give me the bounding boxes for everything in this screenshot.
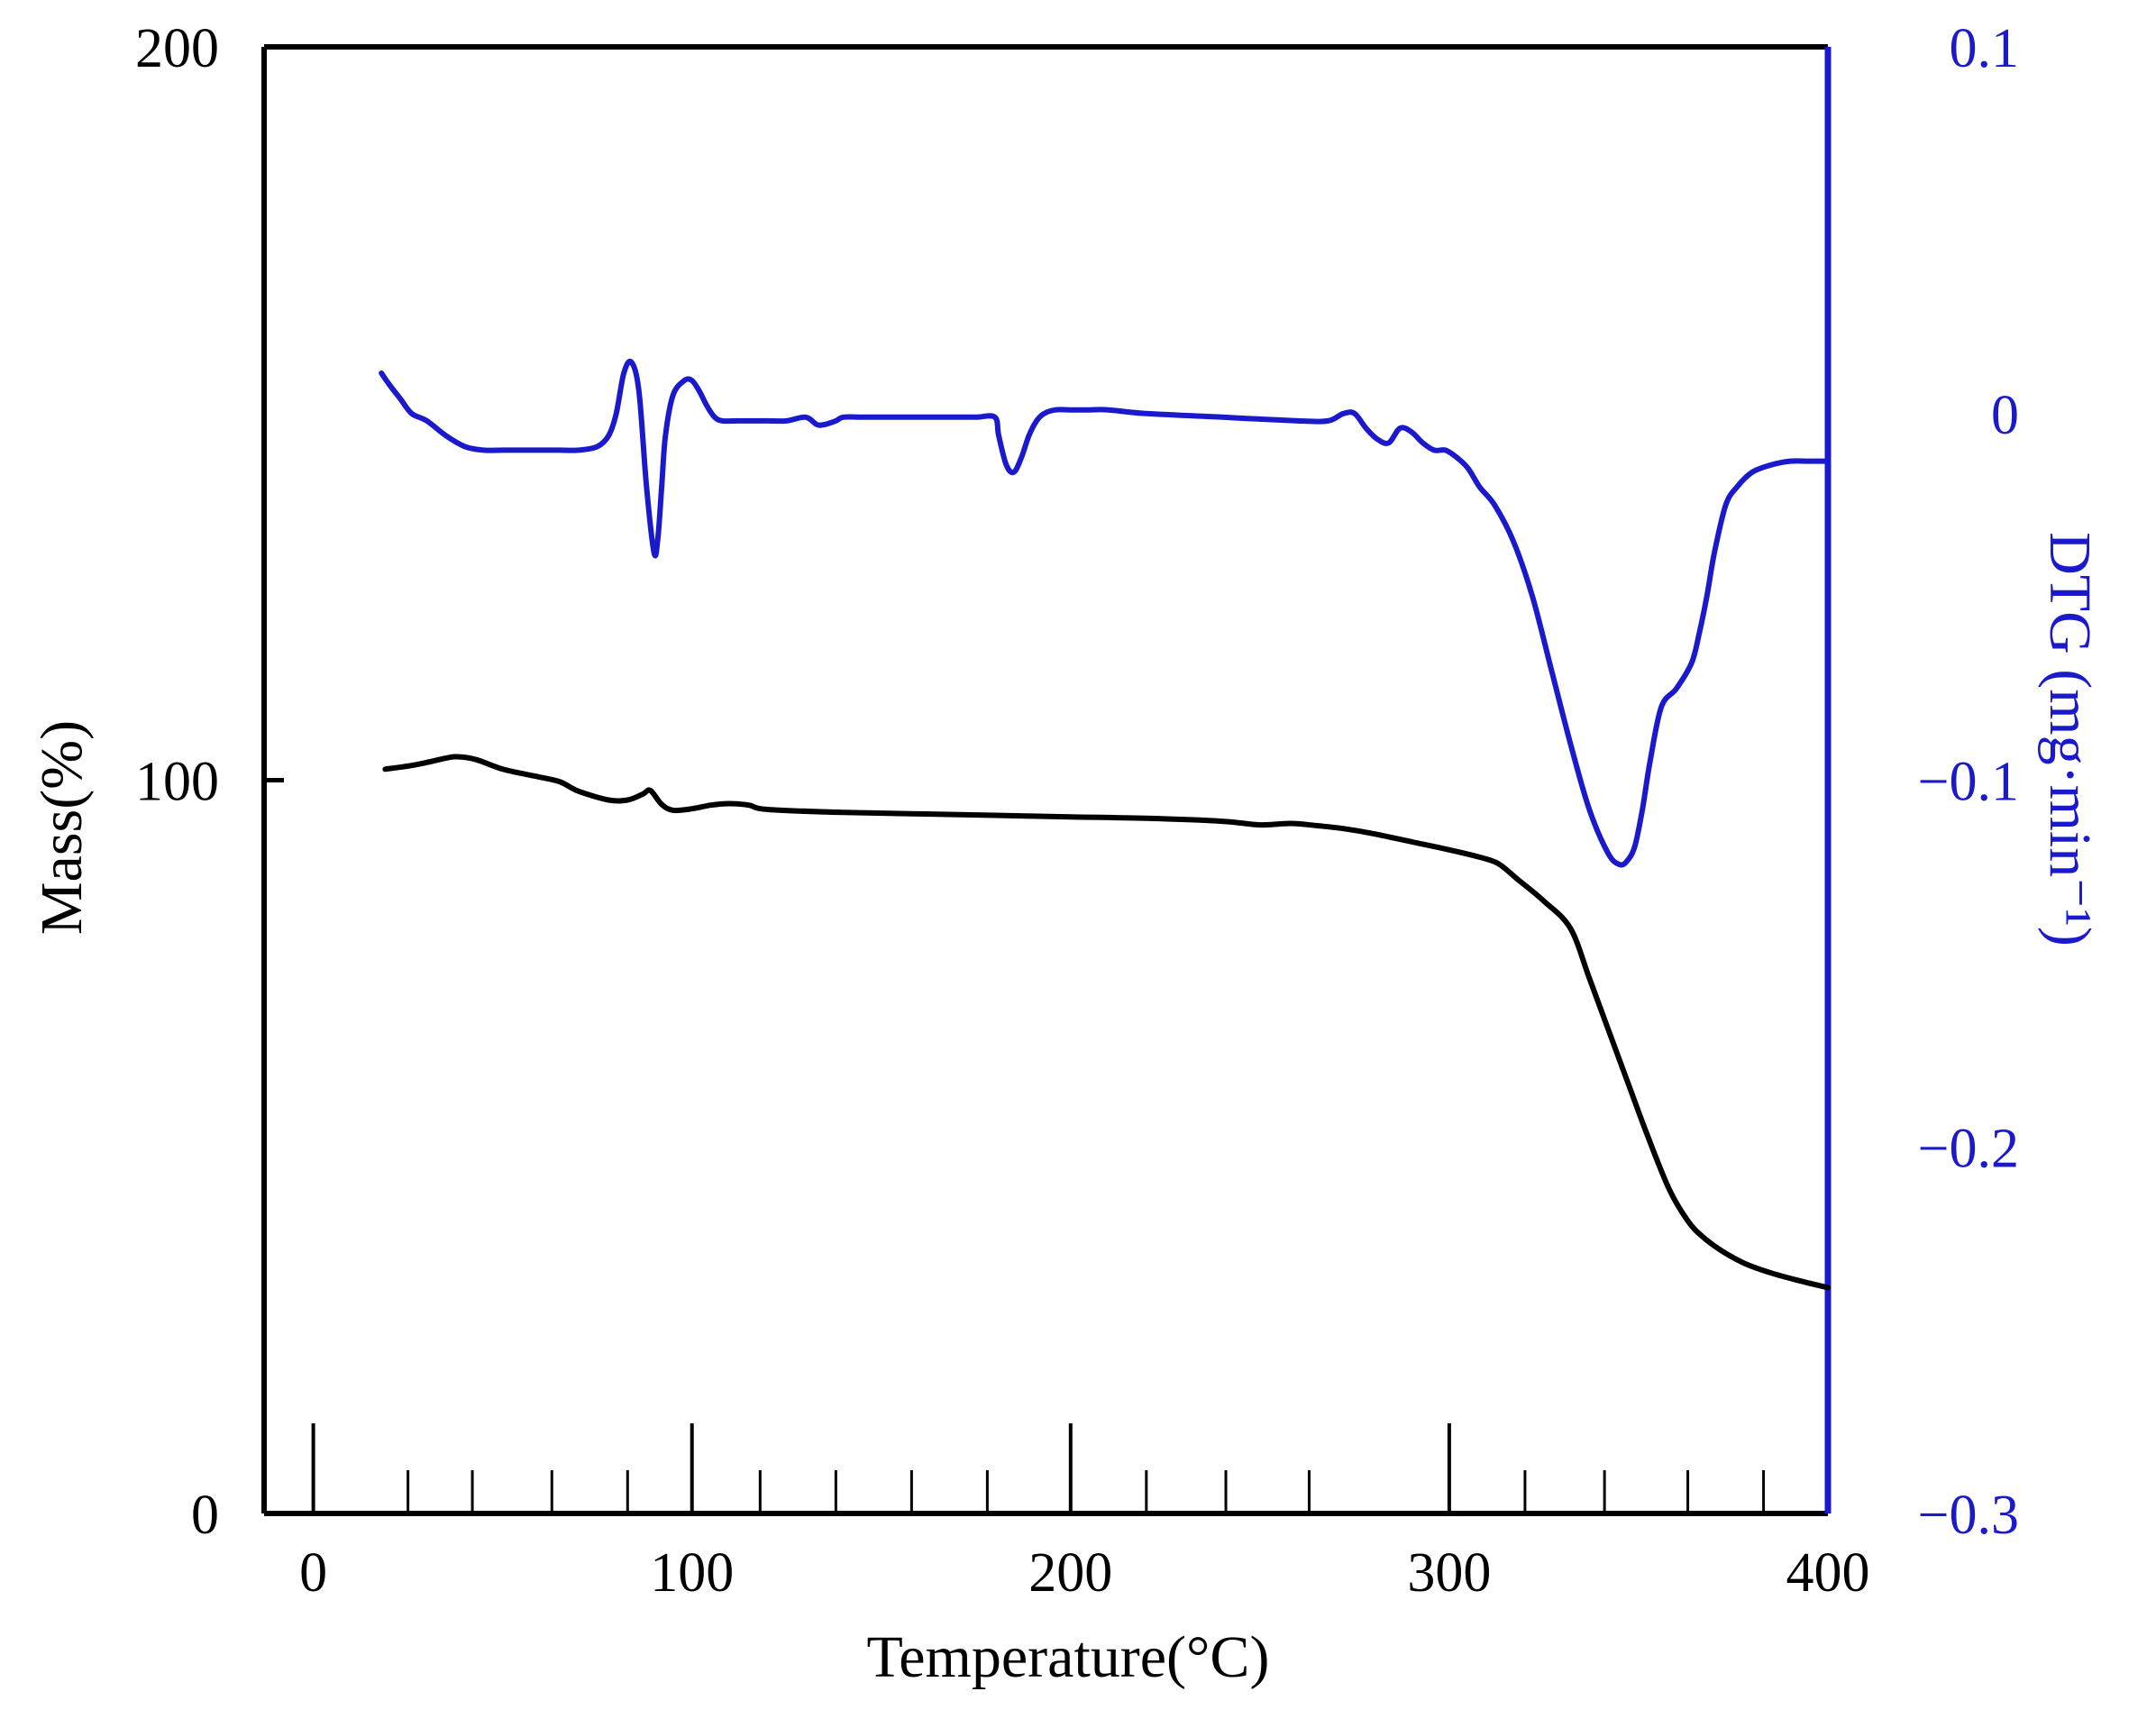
left-y-tick-label: 0 [191,1485,219,1546]
x-tick-label: 100 [650,1542,734,1604]
x-axis-title: Temperature(°C) [867,1624,1270,1690]
right-y-tick-label: 0.1 [1950,18,2020,79]
x-tick-label: 300 [1407,1542,1491,1604]
right-y-tick-label: −0.1 [1918,752,2019,813]
x-tick-label: 200 [1028,1542,1112,1604]
x-axis-ticks: 0 100 200 300 400 [299,1423,1870,1604]
right-y-tick-label: 0 [1991,385,2019,446]
left-axis-title: Mass(%) [29,720,95,935]
right-y-tick-label: −0.3 [1918,1485,2019,1546]
x-tick-label: 400 [1786,1542,1870,1604]
right-axis-title: DTG (mg·min⁻¹) [2037,532,2103,946]
left-y-tick-label: 100 [135,752,219,813]
plot-frame [261,44,1832,1516]
left-axis-ticks: 0 100 200 [135,18,284,1546]
right-axis-ticks: 0.1 0 −0.1 −0.2 −0.3 [1918,18,2019,1546]
mass-series-line [382,754,1831,1291]
right-y-tick-label: −0.2 [1918,1118,2019,1179]
series-layer [379,358,1831,1291]
left-y-tick-label: 200 [135,18,219,79]
x-tick-label: 0 [299,1542,327,1604]
dtg-series-line [379,358,1831,868]
